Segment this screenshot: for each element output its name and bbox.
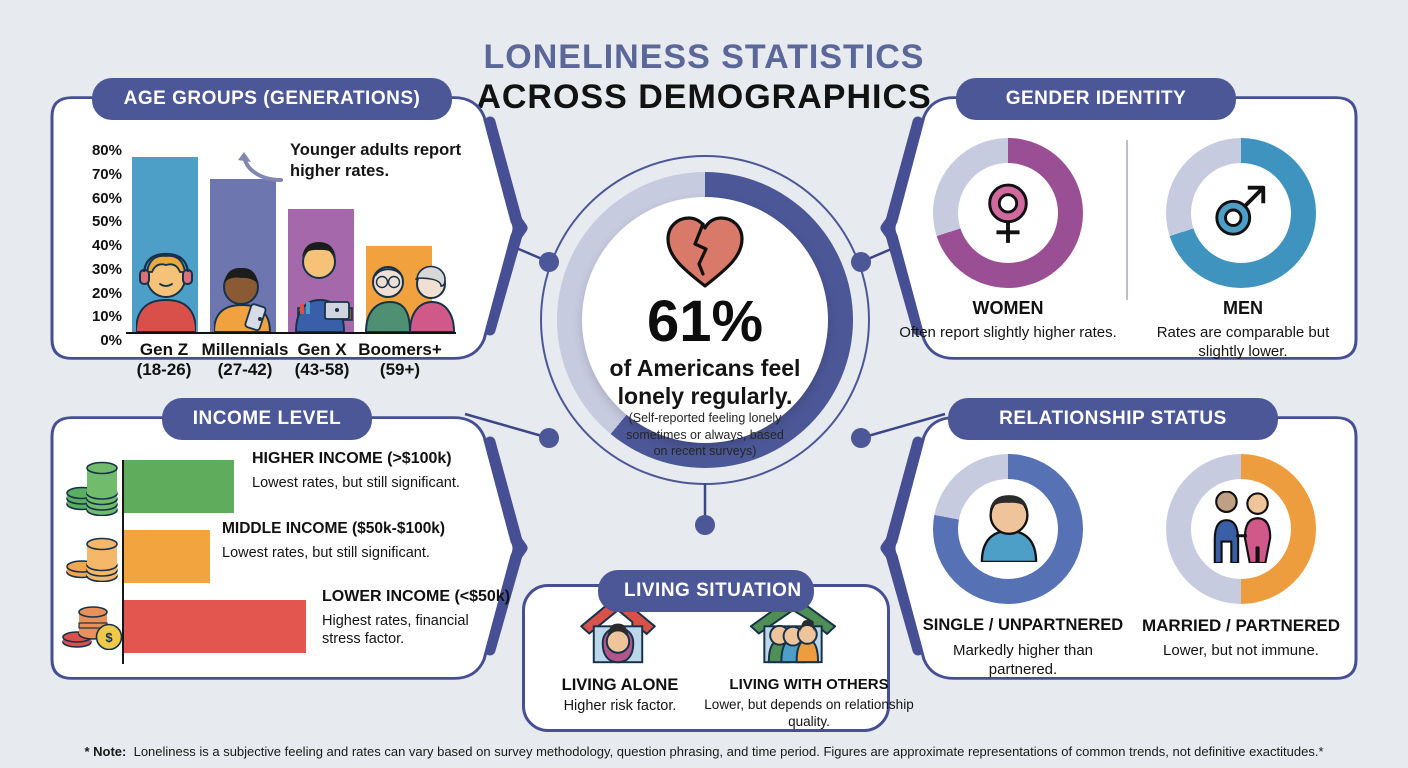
svg-text:$: $ — [105, 630, 113, 645]
